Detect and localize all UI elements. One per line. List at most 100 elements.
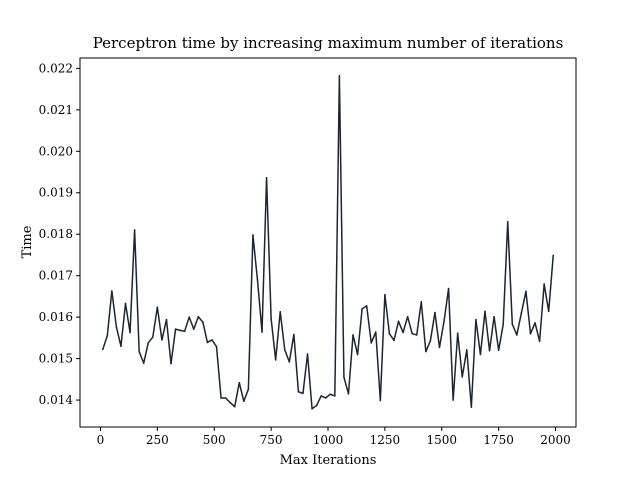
data-point (502, 323, 504, 326)
data-point (192, 328, 195, 330)
data-point (347, 393, 350, 395)
data-point (547, 310, 550, 313)
data-point (229, 401, 231, 404)
data-point (538, 340, 541, 342)
data-point (247, 388, 250, 391)
y-tick-label: 0.016 (39, 310, 73, 324)
data-point (543, 283, 545, 285)
data-point (397, 320, 400, 323)
data-point (338, 75, 341, 77)
data-point (324, 397, 327, 399)
data-point (174, 328, 177, 330)
data-point (370, 342, 373, 344)
x-axis-ticks: 0 250 500 750 1000 1250 1500 1750 2000 (97, 427, 571, 447)
data-point (124, 302, 127, 305)
y-tick-label: 0.014 (39, 393, 74, 407)
series-line (102, 75, 554, 410)
data-point (156, 306, 159, 308)
chart-title: Perceptron time by increasing maximum nu… (93, 34, 564, 52)
x-tick-label: 2000 (540, 433, 571, 447)
y-tick-label: 0.022 (39, 61, 73, 75)
data-point (361, 308, 363, 310)
data-point (152, 336, 154, 338)
y-tick-label: 0.017 (39, 269, 73, 283)
data-point (129, 331, 131, 334)
data-point (511, 323, 514, 325)
data-point (415, 334, 418, 336)
data-point (147, 342, 150, 344)
data-point (243, 400, 245, 403)
data-point (452, 399, 454, 401)
data-point (343, 376, 345, 379)
data-point (188, 316, 191, 318)
data-point (429, 339, 432, 342)
data-point (170, 362, 172, 365)
data-point (224, 397, 227, 399)
data-point (297, 390, 300, 393)
data-point (165, 318, 168, 321)
x-tick-label: 1500 (426, 433, 457, 447)
data-point (525, 290, 527, 293)
data-point (461, 376, 464, 378)
series-points (101, 75, 555, 410)
data-point (406, 315, 409, 318)
data-point (425, 350, 427, 353)
data-point (493, 315, 495, 318)
data-point (274, 359, 277, 361)
data-point (179, 329, 181, 332)
data-point (206, 341, 209, 344)
data-point (311, 407, 313, 410)
data-point (475, 318, 477, 321)
data-point (283, 349, 286, 351)
data-point (161, 339, 163, 341)
data-point (329, 393, 332, 396)
data-point (470, 406, 473, 408)
data-point (233, 405, 236, 408)
x-tick-label: 250 (146, 433, 169, 447)
data-point (488, 349, 491, 352)
data-point (138, 350, 140, 353)
data-point (520, 312, 523, 314)
data-point (197, 315, 200, 318)
data-point (516, 334, 518, 336)
data-point (384, 293, 386, 296)
data-point (334, 395, 336, 397)
data-point (202, 321, 204, 323)
data-point (265, 177, 268, 179)
data-point (111, 290, 113, 292)
y-axis-label: Time (20, 225, 35, 258)
data-point (438, 346, 441, 349)
y-tick-label: 0.020 (39, 144, 73, 158)
data-point (133, 229, 136, 231)
data-point (120, 345, 122, 347)
x-tick-label: 500 (203, 433, 226, 447)
data-point (484, 310, 486, 313)
x-tick-label: 1000 (313, 433, 344, 447)
x-tick-label: 0 (97, 433, 105, 447)
x-tick-label: 1750 (483, 433, 514, 447)
data-point (434, 311, 436, 314)
data-point (379, 399, 382, 402)
data-point (256, 279, 259, 281)
y-tick-label: 0.019 (39, 186, 73, 200)
plot-area (101, 75, 555, 410)
data-point (356, 353, 359, 356)
data-point (479, 353, 482, 356)
data-point (183, 330, 186, 333)
data-point (238, 381, 241, 384)
data-point (393, 339, 395, 342)
data-point (302, 392, 304, 395)
y-tick-label: 0.021 (39, 103, 73, 117)
plot-frame (79, 57, 577, 428)
data-point (115, 326, 118, 328)
x-tick-label: 1250 (370, 433, 401, 447)
data-point (374, 331, 377, 333)
y-tick-label: 0.015 (39, 352, 73, 366)
data-point (252, 234, 254, 236)
x-tick-label: 750 (260, 433, 283, 447)
data-point (220, 397, 222, 399)
data-point (402, 331, 404, 334)
data-point (215, 345, 218, 348)
data-point (211, 339, 213, 341)
